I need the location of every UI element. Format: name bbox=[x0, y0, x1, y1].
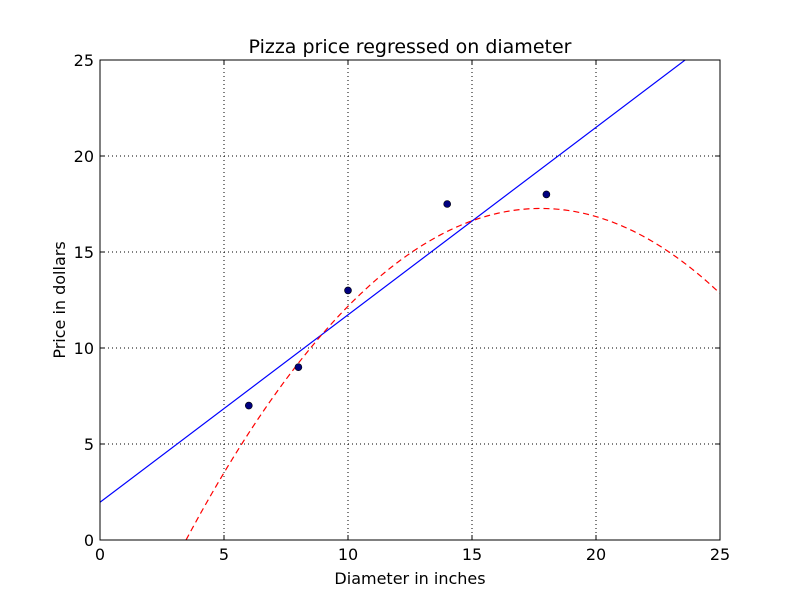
plot-frame bbox=[99, 59, 721, 541]
quadratic-regression-curve bbox=[185, 207, 720, 540]
chart-title: Pizza price regressed on diameter bbox=[249, 36, 572, 58]
x-axis-label: Diameter in inches bbox=[334, 569, 485, 588]
y-tick-label: 0 bbox=[84, 531, 94, 550]
data-point bbox=[245, 401, 253, 410]
data-point bbox=[294, 363, 303, 372]
y-axis-label: Price in dollars bbox=[50, 241, 69, 358]
data-point bbox=[542, 190, 551, 199]
series-layer bbox=[100, 60, 720, 540]
x-tick-label: 15 bbox=[462, 545, 482, 564]
y-tick-label: 5 bbox=[84, 435, 94, 454]
y-tick-label: 20 bbox=[74, 147, 94, 166]
x-tick-label: 25 bbox=[710, 545, 730, 564]
data-point bbox=[443, 200, 452, 208]
grid-layer bbox=[100, 60, 720, 540]
data-point bbox=[344, 286, 352, 295]
x-tick-label: 10 bbox=[338, 545, 358, 564]
x-tick-label: 0 bbox=[95, 545, 105, 564]
x-tick-label: 5 bbox=[219, 545, 229, 564]
tick-layer: 0 5 10 15 20 25 0 5 10 15 20 25 bbox=[74, 51, 731, 564]
y-tick-label: 25 bbox=[74, 51, 94, 70]
x-tick-label: 20 bbox=[586, 545, 606, 564]
y-tick-label: 15 bbox=[74, 243, 94, 262]
linear-regression-line bbox=[100, 60, 687, 503]
y-tick-label: 10 bbox=[74, 339, 94, 358]
